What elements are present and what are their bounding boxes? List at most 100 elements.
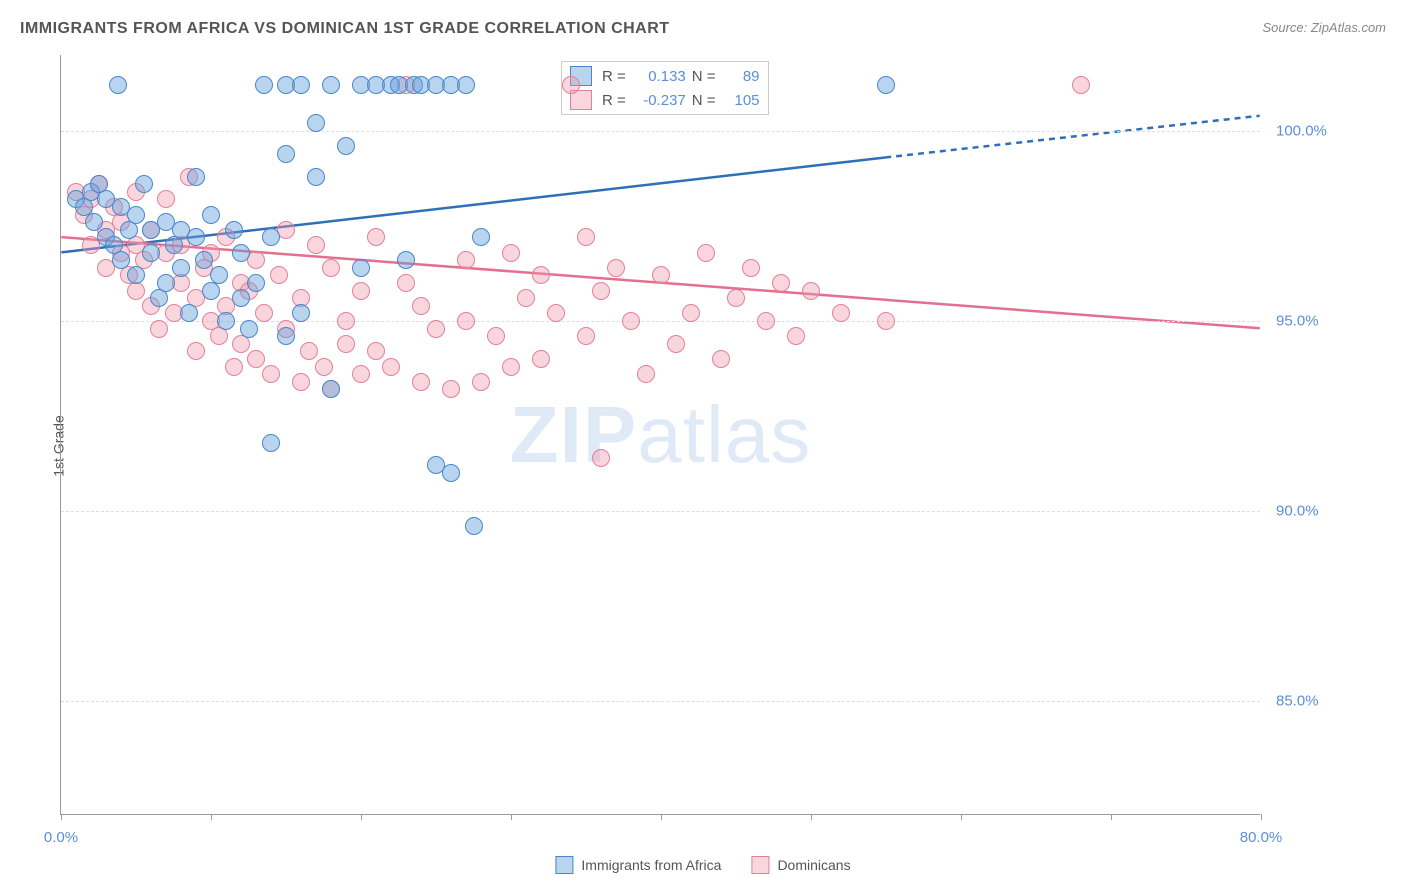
plot-area: ZIPatlas R = 0.133 N = 89 R = -0.237 N =… — [60, 55, 1260, 815]
x-tick — [811, 814, 812, 820]
stats-n-value-africa: 89 — [722, 68, 760, 85]
grid-line — [61, 701, 1260, 702]
marker-dominican — [502, 358, 520, 376]
marker-dominican — [787, 327, 805, 345]
marker-dominican — [187, 342, 205, 360]
marker-dominican — [652, 266, 670, 284]
stats-n-label-africa: N = — [692, 68, 716, 85]
marker-africa — [127, 266, 145, 284]
marker-dominican — [1072, 76, 1090, 94]
marker-africa — [180, 304, 198, 322]
marker-dominican — [772, 274, 790, 292]
marker-dominican — [547, 304, 565, 322]
marker-africa — [255, 76, 273, 94]
marker-africa — [277, 145, 295, 163]
marker-africa — [232, 289, 250, 307]
marker-africa — [337, 137, 355, 155]
marker-dominican — [270, 266, 288, 284]
marker-dominican — [427, 320, 445, 338]
marker-africa — [187, 228, 205, 246]
marker-dominican — [412, 373, 430, 391]
marker-africa — [202, 206, 220, 224]
x-tick — [61, 814, 62, 820]
chart-title: IMMIGRANTS FROM AFRICA VS DOMINICAN 1ST … — [20, 20, 670, 38]
marker-dominican — [802, 282, 820, 300]
marker-africa — [172, 259, 190, 277]
marker-africa — [240, 320, 258, 338]
stats-r-value-dominican: -0.237 — [632, 92, 686, 109]
marker-africa — [442, 464, 460, 482]
marker-dominican — [225, 358, 243, 376]
marker-africa — [195, 251, 213, 269]
marker-dominican — [457, 312, 475, 330]
legend-swatch-dominican — [751, 856, 769, 874]
marker-dominican — [352, 365, 370, 383]
x-tick — [1261, 814, 1262, 820]
marker-africa — [187, 168, 205, 186]
marker-dominican — [487, 327, 505, 345]
source-label: Source: ZipAtlas.com — [1262, 20, 1386, 35]
marker-dominican — [532, 266, 550, 284]
marker-dominican — [247, 350, 265, 368]
grid-line — [61, 131, 1260, 132]
marker-africa — [232, 244, 250, 262]
marker-africa — [85, 213, 103, 231]
marker-africa — [247, 274, 265, 292]
marker-dominican — [307, 236, 325, 254]
marker-dominican — [502, 244, 520, 262]
watermark-bold: ZIP — [510, 390, 637, 479]
marker-dominican — [682, 304, 700, 322]
stats-box: R = 0.133 N = 89 R = -0.237 N = 105 — [561, 61, 769, 115]
marker-africa — [112, 251, 130, 269]
marker-dominican — [157, 190, 175, 208]
marker-africa — [217, 312, 235, 330]
marker-africa — [322, 380, 340, 398]
marker-dominican — [397, 274, 415, 292]
marker-africa — [397, 251, 415, 269]
marker-dominican — [322, 259, 340, 277]
chart-container: IMMIGRANTS FROM AFRICA VS DOMINICAN 1ST … — [0, 0, 1406, 892]
marker-dominican — [382, 358, 400, 376]
stats-row-dominican: R = -0.237 N = 105 — [570, 88, 760, 112]
marker-dominican — [315, 358, 333, 376]
marker-africa — [135, 175, 153, 193]
marker-africa — [262, 228, 280, 246]
marker-africa — [142, 244, 160, 262]
marker-dominican — [352, 282, 370, 300]
marker-dominican — [622, 312, 640, 330]
marker-africa — [225, 221, 243, 239]
marker-africa — [457, 76, 475, 94]
legend-swatch-africa — [555, 856, 573, 874]
marker-africa — [127, 206, 145, 224]
marker-dominican — [667, 335, 685, 353]
marker-dominican — [292, 373, 310, 391]
marker-dominican — [337, 312, 355, 330]
legend-item-africa: Immigrants from Africa — [555, 856, 721, 874]
marker-dominican — [337, 335, 355, 353]
marker-africa — [352, 259, 370, 277]
marker-dominican — [442, 380, 460, 398]
marker-dominican — [562, 76, 580, 94]
marker-dominican — [262, 365, 280, 383]
stats-n-value-dominican: 105 — [722, 92, 760, 109]
marker-dominican — [300, 342, 318, 360]
watermark-rest: atlas — [637, 390, 811, 479]
marker-africa — [277, 327, 295, 345]
y-tick-label: 90.0% — [1276, 503, 1319, 520]
x-tick — [1111, 814, 1112, 820]
stats-r-value-africa: 0.133 — [632, 68, 686, 85]
marker-dominican — [742, 259, 760, 277]
marker-dominican — [607, 259, 625, 277]
marker-dominican — [877, 312, 895, 330]
marker-dominican — [367, 228, 385, 246]
marker-africa — [292, 304, 310, 322]
y-tick-label: 95.0% — [1276, 313, 1319, 330]
stats-r-label-dominican: R = — [602, 92, 626, 109]
x-tick — [361, 814, 362, 820]
stats-r-label-africa: R = — [602, 68, 626, 85]
legend-item-dominican: Dominicans — [751, 856, 850, 874]
marker-dominican — [637, 365, 655, 383]
y-tick-label: 85.0% — [1276, 693, 1319, 710]
legend-label-dominican: Dominicans — [777, 857, 850, 873]
y-tick-label: 100.0% — [1276, 123, 1327, 140]
